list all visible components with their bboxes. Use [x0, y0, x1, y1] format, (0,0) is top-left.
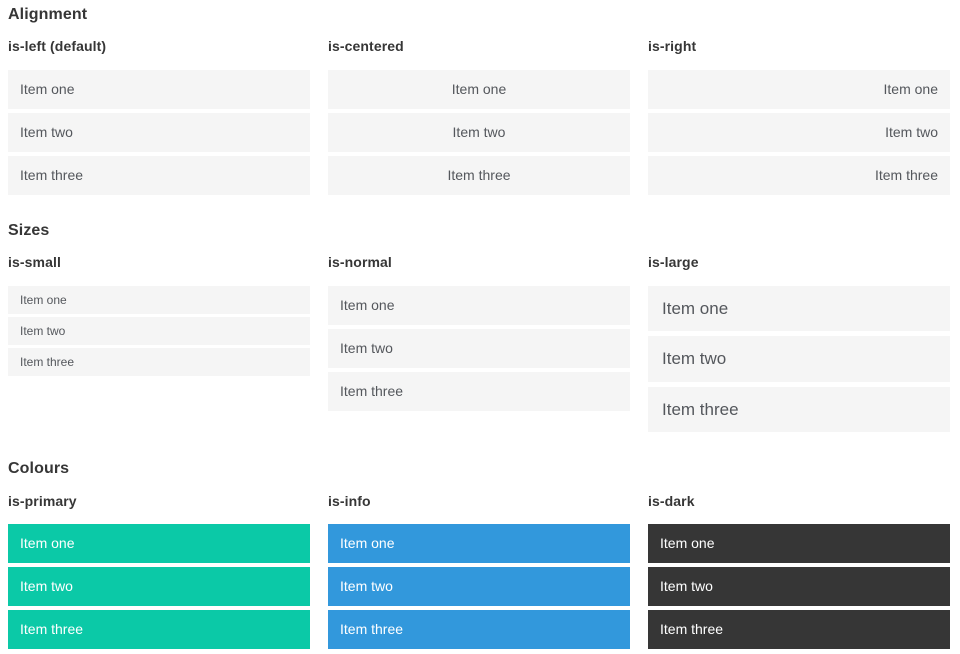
block-list: Item one Item two Item three — [8, 69, 310, 195]
variant-column-is-small: is-small Item one Item two Item three — [8, 254, 310, 379]
variant-column-is-centered: is-centered Item one Item two Item three — [328, 38, 630, 199]
variant-label: is-primary — [8, 492, 77, 509]
variant-column-is-primary: is-primary Item one Item two Item three — [8, 493, 310, 654]
list-item: Item three — [8, 610, 310, 650]
list-item: Item two — [328, 112, 630, 152]
variant-column-is-normal: is-normal Item one Item two Item three — [328, 254, 630, 415]
section-colours: Colours is-primary Item one Item two Ite… — [8, 459, 950, 653]
list-item: Item three — [328, 610, 630, 650]
section-alignment: Alignment is-left (default) Item one Ite… — [8, 5, 950, 199]
variant-label: is-dark — [648, 492, 695, 509]
variant-label: is-info — [328, 492, 371, 509]
block-list: Item one Item two Item three — [648, 69, 950, 195]
list-item: Item three — [8, 347, 310, 376]
block-list: Item one Item two Item three — [648, 285, 950, 433]
list-item: Item three — [328, 371, 630, 411]
section-title: Sizes — [8, 221, 50, 239]
list-item: Item two — [8, 567, 310, 607]
list-item: Item three — [648, 610, 950, 650]
block-list: Item one Item two Item three — [648, 524, 950, 650]
variant-column-is-large: is-large Item one Item two Item three — [648, 254, 950, 437]
block-list: Item one Item two Item three — [328, 524, 630, 650]
list-item: Item two — [8, 112, 310, 152]
list-item: Item one — [8, 524, 310, 564]
list-item: Item two — [8, 316, 310, 345]
variant-label: is-small — [8, 254, 61, 271]
list-item: Item one — [328, 285, 630, 325]
variant-column-is-right: is-right Item one Item two Item three — [648, 38, 950, 199]
list-item: Item two — [328, 567, 630, 607]
section-title: Alignment — [8, 6, 88, 23]
block-list: Item one Item two Item three — [328, 285, 630, 411]
variant-column-is-left: is-left (default) Item one Item two Item… — [8, 38, 310, 199]
variant-column-is-info: is-info Item one Item two Item three — [328, 493, 630, 654]
variant-label: is-large — [648, 254, 699, 271]
list-item: Item one — [328, 524, 630, 564]
variant-column-is-dark: is-dark Item one Item two Item three — [648, 493, 950, 654]
list-item: Item one — [648, 285, 950, 332]
colours-columns: is-primary Item one Item two Item three … — [8, 493, 950, 654]
alignment-columns: is-left (default) Item one Item two Item… — [8, 38, 950, 199]
section-sizes: Sizes is-small Item one Item two Item th… — [8, 221, 950, 437]
section-title: Colours — [8, 460, 70, 478]
list-item: Item two — [648, 336, 950, 382]
list-item: Item two — [648, 567, 950, 607]
variant-label: is-centered — [328, 38, 404, 55]
block-list: Item one Item two Item three — [328, 69, 630, 195]
variant-label: is-normal — [328, 254, 392, 271]
list-item: Item one — [648, 69, 950, 109]
block-list: Item one Item two Item three — [8, 524, 310, 650]
list-item: Item one — [8, 285, 310, 314]
list-item: Item two — [648, 112, 950, 152]
list-item: Item three — [648, 386, 950, 433]
list-item: Item three — [648, 155, 950, 195]
variant-label: is-left (default) — [8, 38, 107, 55]
variant-label: is-right — [648, 38, 697, 55]
list-item: Item two — [328, 328, 630, 368]
list-item: Item three — [8, 155, 310, 195]
sizes-columns: is-small Item one Item two Item three is… — [8, 254, 950, 437]
block-list: Item one Item two Item three — [8, 285, 310, 376]
list-item: Item one — [8, 69, 310, 109]
list-item: Item one — [328, 69, 630, 109]
list-item: Item three — [328, 155, 630, 195]
list-item: Item one — [648, 524, 950, 564]
